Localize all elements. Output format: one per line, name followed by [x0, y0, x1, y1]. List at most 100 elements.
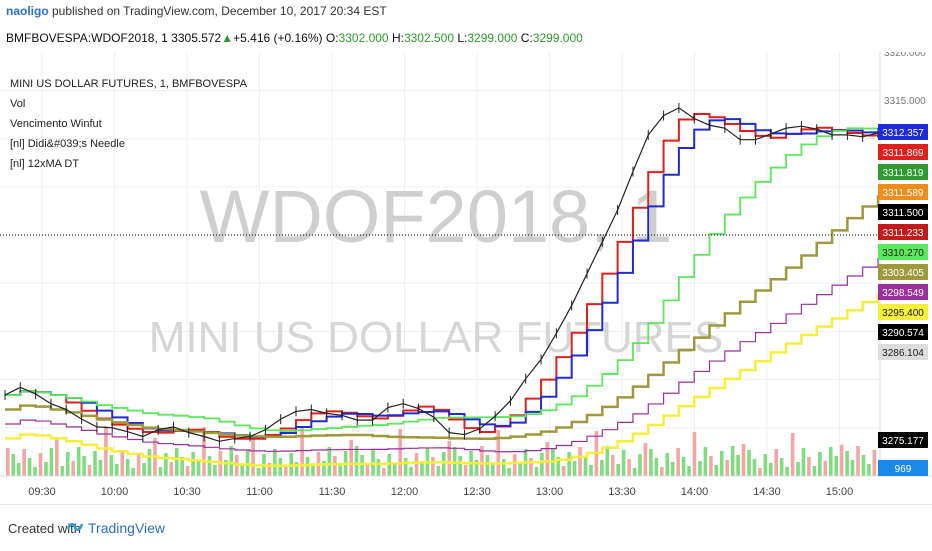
volume-bar — [556, 457, 561, 476]
volume-bar — [736, 455, 740, 476]
price-label-box — [878, 324, 928, 340]
volume-bar — [300, 428, 304, 476]
volume-bar — [676, 448, 680, 476]
ma-purple-line — [5, 257, 879, 453]
close-value: 3299.000 — [532, 31, 583, 45]
time-tick-label: 13:00 — [536, 486, 564, 498]
volume-bar — [719, 451, 724, 476]
price-label-box — [878, 184, 928, 200]
volume-bar — [529, 458, 533, 476]
volume-bar — [861, 455, 866, 476]
volume-bar — [747, 450, 751, 476]
volume-bar — [131, 468, 135, 476]
price-label-text: 3303.405 — [882, 268, 924, 279]
time-tick-label: 12:30 — [463, 486, 491, 498]
tradingview-logo-icon[interactable] — [66, 517, 84, 535]
volume-bar — [60, 466, 65, 476]
watermark-symbol: WDOF2018, 1 — [200, 175, 673, 258]
volume-bar — [725, 460, 729, 476]
watermark-description: MINI US DOLLAR FUTURES — [149, 313, 724, 362]
price-label-box — [878, 144, 928, 160]
volume-bar — [376, 459, 381, 476]
volume-bar — [583, 456, 588, 476]
volume-bar — [496, 430, 501, 476]
volume-bar — [741, 444, 746, 476]
volume-bar — [654, 458, 659, 476]
volume-bar — [409, 467, 413, 476]
volume-bar — [758, 468, 762, 476]
open-value: 3302.000 — [338, 31, 389, 45]
volume-bar — [174, 448, 179, 476]
volume-bar — [812, 466, 817, 476]
price-label-text: 3290.574 — [882, 328, 924, 339]
volume-bar — [850, 460, 855, 476]
volume-bar — [752, 459, 757, 476]
volume-bar — [125, 459, 130, 476]
legend-item-vol[interactable]: Vol — [10, 98, 26, 110]
tradingview-brand-link[interactable]: TradingView — [88, 520, 166, 536]
time-tick-label: 14:00 — [681, 486, 709, 498]
volume-bar — [180, 457, 184, 476]
volume-bar — [414, 453, 419, 476]
price-label-box — [878, 164, 928, 180]
volume-bar — [823, 461, 828, 476]
high-label: H: — [391, 31, 404, 45]
volume-bar — [458, 456, 462, 476]
time-tick-label: 15:00 — [826, 486, 854, 498]
volume-bar — [240, 464, 244, 476]
volume-bar — [605, 446, 610, 476]
volume-bar — [643, 443, 648, 476]
price-label-text: 3311.819 — [883, 168, 924, 179]
volume-bar — [714, 465, 719, 476]
volume-bar — [16, 463, 21, 476]
price-line — [4, 107, 879, 442]
price-label-text: 969 — [895, 464, 912, 475]
volume-bar — [164, 453, 168, 476]
price-label-box — [878, 224, 928, 240]
volume-bar — [518, 463, 522, 476]
volume-bar — [474, 460, 479, 476]
volume-bar — [692, 432, 697, 476]
volume-bar — [501, 459, 506, 476]
volume-bar — [589, 465, 593, 476]
volume-bar — [769, 463, 773, 476]
volume-bar — [660, 467, 664, 476]
volume-bar — [327, 447, 332, 476]
legend-item-12xma[interactable]: [nl] 12xMA DT — [10, 158, 80, 170]
price-labels: 3312.357 3311.869 3311.819 3311.589 3311.500… — [878, 124, 928, 476]
volume-bar — [709, 456, 713, 476]
price-tick-label: 3320.000 — [884, 52, 926, 59]
low-value: 3299.000 — [467, 31, 518, 45]
legend-item-vencimento[interactable]: Vencimento Winfut — [10, 118, 102, 130]
legend-item-didi-needle[interactable]: [nl] Didi&#039;s Needle — [10, 138, 125, 150]
time-axis[interactable]: 09:30 10:00 10:30 11:00 11:30 12:00 12:30 13:00… — [28, 486, 853, 498]
price-change: +5.416 (+0.16%) — [233, 31, 323, 45]
price-label-box — [878, 344, 928, 360]
volume-bar — [147, 449, 152, 476]
volume-bar — [229, 446, 234, 476]
price-chart[interactable]: WDOF2018, 1 MINI US DOLLAR FUTURES 3320.… — [0, 52, 932, 504]
volume-bar — [867, 464, 871, 476]
time-tick-label: 13:30 — [608, 486, 636, 498]
created-with-text: Created with — [8, 521, 81, 536]
volume-bar — [76, 447, 81, 476]
price-label-box — [878, 124, 928, 140]
volume-bar — [38, 453, 43, 476]
volume-bar — [485, 455, 490, 476]
price-label-text: 3286.104 — [882, 348, 924, 359]
volume-bar — [349, 440, 353, 476]
volume-bar — [213, 465, 217, 476]
volume-bar — [616, 464, 620, 476]
volume-bar — [185, 466, 190, 476]
volume-bar — [807, 457, 811, 476]
volume-bar — [561, 466, 566, 476]
published-text: published on TradingView.com, December 1… — [48, 4, 387, 18]
price-label-text: 3275.177 — [882, 436, 924, 447]
author-link[interactable]: naoligo — [6, 4, 49, 18]
volume-bar — [333, 456, 337, 476]
symbol-name[interactable]: BMFBOVESPA:WDOF2018, 1 — [6, 31, 168, 45]
volume-bar — [71, 461, 75, 476]
volume-bar — [681, 457, 686, 476]
volume-bar — [354, 446, 359, 476]
high-value: 3302.500 — [403, 31, 455, 45]
